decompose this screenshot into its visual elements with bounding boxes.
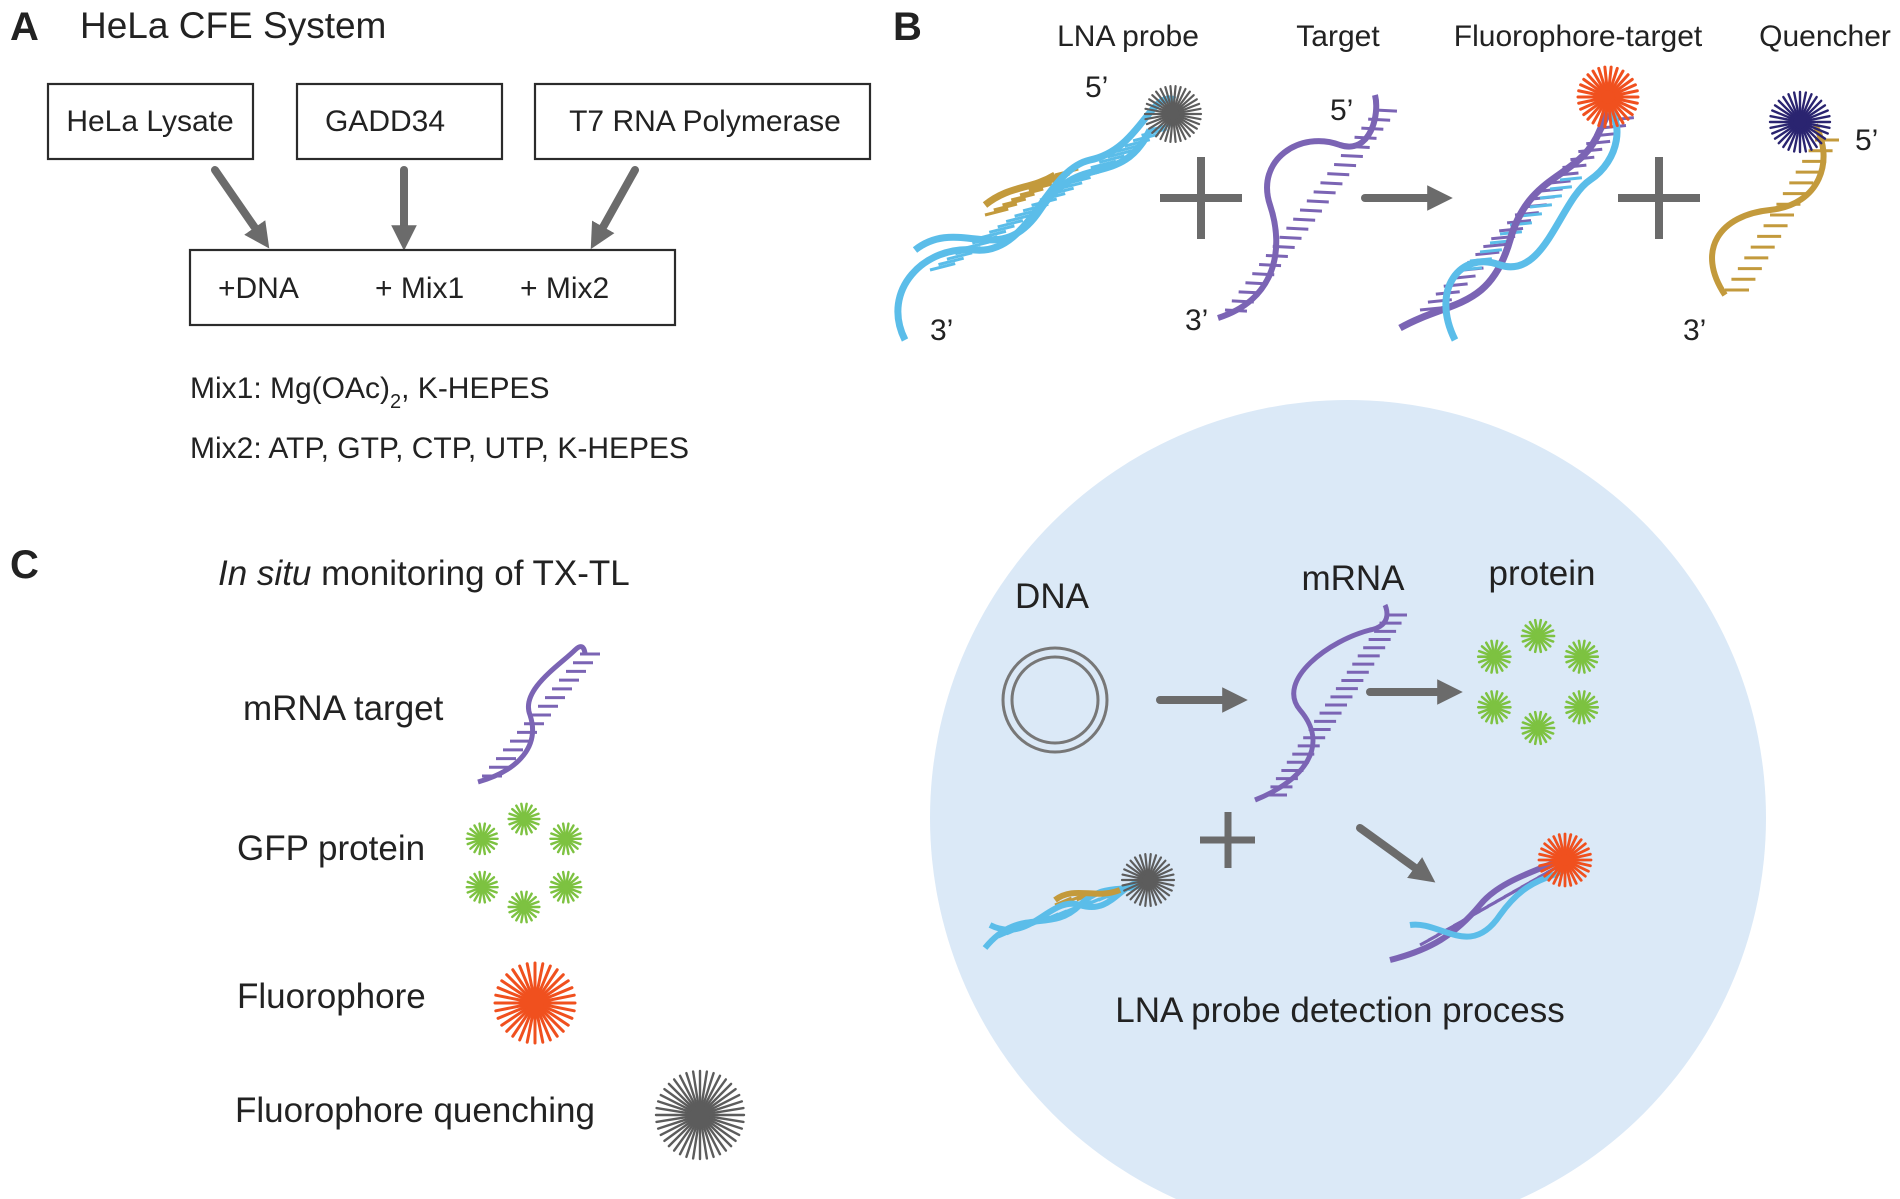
plasmid-dna-icon bbox=[1001, 646, 1109, 754]
mix1-prefix: Mix1: Mg(OAc) bbox=[190, 372, 390, 405]
quencher-base-pairs bbox=[1725, 138, 1839, 292]
probe-5prime: 5’ bbox=[1085, 71, 1108, 104]
panel-c-title-italic: In situ bbox=[218, 554, 311, 593]
panel-c-title: In situ monitoring of TX-TL bbox=[218, 554, 630, 593]
input-label-t7-rna-polymerase: T7 RNA Polymerase bbox=[569, 105, 841, 138]
legend-label-fluorophore: Fluorophore bbox=[237, 977, 426, 1016]
circle-fluorophore-icon bbox=[1537, 832, 1593, 888]
panel-b-letter: B bbox=[893, 5, 922, 49]
panel-a-letter: A bbox=[10, 5, 39, 49]
legend-label-gfp-protein: GFP protein bbox=[237, 829, 425, 868]
target-5prime: 5’ bbox=[1330, 94, 1353, 127]
quenched-fluorophore-icon bbox=[1143, 85, 1203, 143]
ft-target-strand bbox=[1398, 89, 1619, 332]
input-box-t7-rna-polymerase bbox=[533, 82, 872, 161]
label-quencher: Quencher bbox=[1759, 20, 1891, 53]
ft-lna-strand bbox=[1442, 102, 1621, 342]
arrow-lysate-to-reaction bbox=[211, 166, 270, 249]
label-lna-probe: LNA probe bbox=[1057, 20, 1199, 53]
target-strand bbox=[1217, 94, 1398, 321]
label-fluorophore-target: Fluorophore-target bbox=[1454, 20, 1703, 53]
input-label-gadd34: GADD34 bbox=[325, 105, 445, 138]
input-label-hela-lysate: HeLa Lysate bbox=[66, 105, 233, 138]
label-target: Target bbox=[1296, 20, 1380, 53]
quencher-backbone bbox=[1709, 123, 1827, 297]
legend-mrna-icon bbox=[477, 644, 600, 785]
plus-sign-2 bbox=[1618, 157, 1700, 239]
fluorophore-target-duplex bbox=[1398, 89, 1635, 342]
lna-probe-duplex bbox=[894, 95, 1177, 342]
circle-quenched-icon bbox=[1120, 853, 1176, 907]
circle-caption: LNA probe detection process bbox=[1115, 991, 1564, 1030]
legend-gfp-icon bbox=[465, 802, 583, 924]
mix1-definition: Mix1: Mg(OAc)2, K-HEPES bbox=[190, 372, 550, 413]
plus-sign-circle bbox=[1200, 812, 1255, 868]
panel-c-letter: C bbox=[10, 543, 39, 587]
mix2-definition: Mix2: ATP, GTP, CTP, UTP, K-HEPES bbox=[190, 432, 689, 465]
arrow-mrna-to-detection bbox=[1356, 824, 1436, 883]
panel-a-title: HeLa CFE System bbox=[80, 5, 386, 46]
circle-mrna-icon bbox=[1254, 603, 1407, 803]
quencher-strand bbox=[1709, 123, 1839, 297]
lna-strand-2 bbox=[912, 128, 1154, 253]
panel-c: C In situ monitoring of TX-TL mRNA targe… bbox=[10, 400, 1766, 1199]
panel-b: B LNA probe Target Fluorophore-target Qu… bbox=[893, 5, 1891, 347]
arrow-polymerase-to-reaction bbox=[590, 166, 639, 250]
mix1-suffix: , K-HEPES bbox=[401, 372, 549, 405]
reaction-dna: +DNA bbox=[218, 272, 299, 305]
legend-fluorophore-icon bbox=[493, 961, 577, 1045]
probe-3prime: 3’ bbox=[930, 314, 953, 347]
panel-a: A HeLa CFE System HeLa Lysate GADD34 T7 … bbox=[10, 5, 872, 465]
probe-gold-segment bbox=[982, 171, 1057, 208]
legend-label-fluorophore-quenching: Fluorophore quenching bbox=[235, 1091, 595, 1130]
quencher-3prime: 3’ bbox=[1683, 314, 1706, 347]
reaction-mix1: + Mix1 bbox=[375, 272, 464, 305]
circle-gfp-proteins bbox=[1476, 618, 1600, 746]
input-box-hela-lysate bbox=[46, 82, 255, 161]
target-3prime: 3’ bbox=[1185, 304, 1208, 337]
input-box-gadd34 bbox=[295, 82, 504, 161]
legend-label-mrna-target: mRNA target bbox=[243, 689, 444, 728]
quencher-5prime: 5’ bbox=[1855, 124, 1878, 157]
target-backbone bbox=[1217, 94, 1380, 321]
mix1-subscript: 2 bbox=[390, 391, 401, 413]
fluorophore-icon bbox=[1576, 65, 1640, 129]
reaction-box bbox=[188, 248, 677, 327]
detection-circle bbox=[930, 400, 1766, 1199]
quencher-icon bbox=[1768, 90, 1832, 154]
reaction-mix2: + Mix2 bbox=[520, 272, 609, 305]
panel-c-title-rest: monitoring of TX-TL bbox=[311, 554, 629, 593]
circle-label-dna: DNA bbox=[1015, 577, 1090, 616]
plus-sign-1 bbox=[1160, 157, 1242, 239]
circle-label-mrna: mRNA bbox=[1301, 559, 1405, 598]
circle-label-protein: protein bbox=[1488, 554, 1595, 593]
legend-quenched-icon bbox=[654, 1069, 746, 1161]
